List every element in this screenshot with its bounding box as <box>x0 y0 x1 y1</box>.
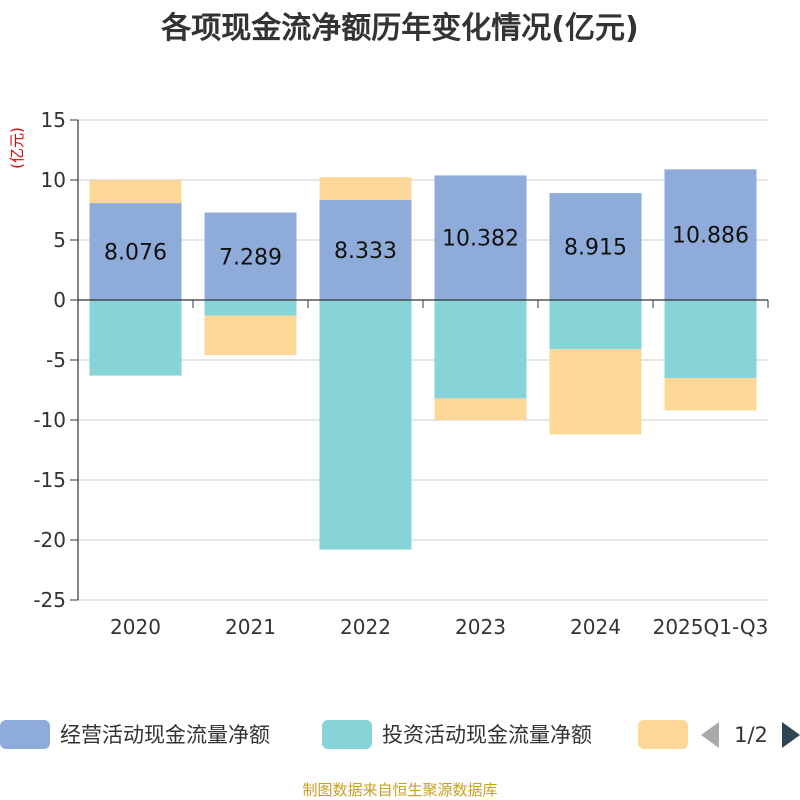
bar-series1 <box>319 300 412 550</box>
y-tick-label: -20 <box>33 528 66 552</box>
data-label: 8.076 <box>104 241 167 266</box>
legend-label: 经营活动现金流量净额 <box>60 723 270 747</box>
bar-series1 <box>434 300 527 399</box>
legend-swatch <box>0 720 50 749</box>
legend-swatch <box>322 720 372 749</box>
legend-page-indicator: 1/2 <box>734 723 768 747</box>
x-tick-label: 2020 <box>110 615 161 639</box>
legend-label: 投资活动现金流量净额 <box>382 723 592 747</box>
axes-group: 15 10 5 0 -5 -10 -15 -20 -25 2020 2021 2022 2023 2024… <box>33 108 769 639</box>
legend-swatch <box>638 720 688 749</box>
y-tick-label: 15 <box>41 108 66 132</box>
y-tick-label: -15 <box>33 468 66 492</box>
legend-next-page-icon[interactable] <box>782 722 800 748</box>
x-tick-label: 2021 <box>225 615 276 639</box>
bar-series1 <box>549 300 642 350</box>
bars-group <box>89 169 757 550</box>
legend-prev-page-icon[interactable] <box>701 722 719 748</box>
grid-lines <box>78 119 768 601</box>
y-tick-label: -5 <box>46 348 66 372</box>
bar-series0 <box>204 212 297 300</box>
bar-series0 <box>89 203 182 300</box>
source-note: 制图数据来自恒生聚源数据库 <box>302 781 497 799</box>
data-label: 10.886 <box>672 224 749 249</box>
bar-series1 <box>204 300 297 316</box>
legend: 经营活动现金流量净额 投资活动现金流量净额 1/2 <box>0 720 800 749</box>
data-label: 7.289 <box>219 245 282 270</box>
data-label: 8.915 <box>564 236 627 261</box>
bar-series2 <box>664 378 757 411</box>
chart-title: 各项现金流净额历年变化情况(亿元) <box>160 11 638 46</box>
data-label: 10.382 <box>442 227 519 252</box>
bar-series2 <box>549 349 642 435</box>
x-tick-label: 2022 <box>340 615 391 639</box>
bar-series0 <box>664 169 757 300</box>
y-tick-label: 10 <box>41 168 66 192</box>
x-tick-label: 2025Q1-Q3 <box>653 615 769 639</box>
bar-series0 <box>549 193 642 300</box>
y-tick-label: 0 <box>53 288 66 312</box>
bar-series2 <box>204 315 297 356</box>
data-label: 8.333 <box>334 239 397 264</box>
bar-series1 <box>664 300 757 378</box>
y-tick-label: 5 <box>53 228 66 252</box>
y-tick-label: -10 <box>33 408 66 432</box>
y-tick-label: -25 <box>33 588 66 612</box>
bar-series2 <box>319 177 412 201</box>
bar-series2 <box>89 180 182 204</box>
x-tick-label: 2023 <box>455 615 506 639</box>
bar-series0 <box>319 200 412 300</box>
bar-series0 <box>434 175 527 300</box>
bar-series1 <box>89 300 182 376</box>
bar-series2 <box>434 398 527 420</box>
y-axis-unit: (亿元) <box>8 127 26 169</box>
data-labels-group: 8.076 7.289 8.333 10.382 8.915 10.886 <box>104 224 749 271</box>
x-tick-label: 2024 <box>570 615 621 639</box>
